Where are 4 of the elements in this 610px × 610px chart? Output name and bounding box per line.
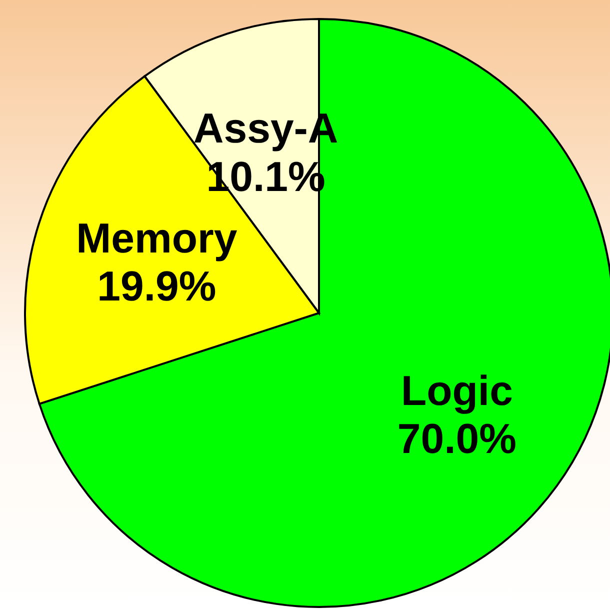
data-label: 19.9% xyxy=(97,262,216,310)
slice-label: Logic xyxy=(400,366,513,414)
slice-label: Memory xyxy=(76,214,238,262)
data-label: 70.0% xyxy=(397,415,516,462)
